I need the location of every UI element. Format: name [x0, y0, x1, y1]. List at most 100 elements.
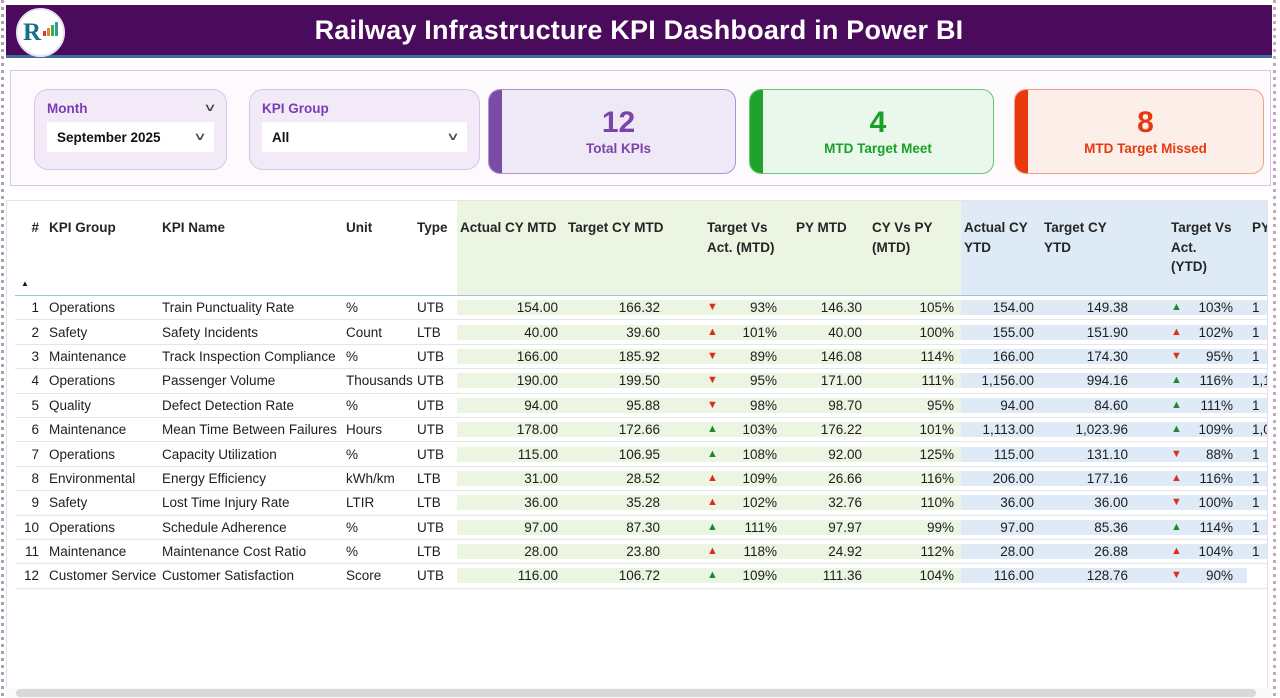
cell-unit: %: [346, 397, 359, 413]
table-row[interactable]: 4 Operations Passenger Volume Thousands …: [15, 369, 1267, 394]
slicer-collapse-chevron-icon[interactable]: ∨: [203, 101, 217, 114]
cell-kpi-group: Operations: [49, 519, 116, 535]
cell-cy-vs-py-mtd: 99%: [869, 519, 961, 535]
month-dropdown[interactable]: September 2025 ∨: [47, 122, 214, 152]
cell-target-cy-ytd: 85.36: [1041, 519, 1135, 535]
cell-row-number: 2: [31, 324, 39, 340]
col-header-kpi-name[interactable]: KPI Name: [162, 220, 226, 235]
cell-cy-vs-py-mtd: 112%: [869, 544, 961, 560]
kpi-trend-arrow-icon: ▲: [707, 471, 718, 484]
table-row[interactable]: 7 Operations Capacity Utilization % UTB …: [15, 442, 1267, 467]
month-dropdown-chevron-icon: ∨: [193, 130, 207, 143]
table-row[interactable]: 3 Maintenance Track Inspection Complianc…: [15, 345, 1267, 370]
cell-py-ytd-clipped: 1: [1247, 300, 1267, 316]
cell-kpi-name: Train Punctuality Rate: [162, 300, 295, 316]
table-row[interactable]: 8 Environmental Energy Efficiency kWh/km…: [15, 467, 1267, 492]
cell-kpi-name: Customer Satisfaction: [162, 568, 295, 584]
kpi-trend-arrow-icon: ▲: [1171, 374, 1182, 387]
kpi-trend-arrow-icon: ▲: [707, 496, 718, 509]
cell-py-mtd: 146.08: [793, 348, 869, 364]
cell-cy-vs-py-mtd: 100%: [869, 324, 961, 340]
table-horizontal-scrollbar-track: [6, 688, 1272, 698]
cell-target-cy-mtd: 106.95: [565, 446, 667, 462]
col-header-target-vs-act-mtd[interactable]: Target Vs Act. (MTD): [667, 201, 793, 295]
cell-type: UTB: [417, 519, 444, 535]
cell-kpi-group: Safety: [49, 324, 88, 340]
cell-py-ytd-clipped: 1: [1247, 446, 1267, 462]
col-header-cy-vs-py-mtd[interactable]: CY Vs PY (MTD): [869, 201, 961, 295]
cell-target-cy-ytd: 174.30: [1041, 348, 1135, 364]
cell-py-mtd: 146.30: [793, 300, 869, 316]
cell-py-mtd: 40.00: [793, 324, 869, 340]
table-row[interactable]: 10 Operations Schedule Adherence % UTB 9…: [15, 516, 1267, 540]
cell-target-vs-act-ytd: ▲ 109%: [1135, 422, 1247, 438]
col-header-kpi-group[interactable]: KPI Group: [49, 220, 116, 235]
cell-type: UTB: [417, 397, 444, 413]
col-header-target-cy-ytd[interactable]: Target CY YTD: [1041, 201, 1135, 295]
cell-actual-cy-mtd: 94.00: [457, 397, 565, 413]
kpi-group-dropdown[interactable]: All ∨: [262, 122, 467, 152]
kpi-group-dropdown-chevron-icon: ∨: [446, 130, 460, 143]
cell-target-vs-act-mtd-pct: 118%: [743, 544, 777, 560]
cell-target-vs-act-mtd: ▲ 103%: [667, 422, 793, 438]
cell-type: UTB: [417, 300, 444, 316]
col-header-unit[interactable]: Unit: [346, 220, 373, 235]
col-header-target-cy-mtd[interactable]: Target CY MTD: [565, 201, 667, 295]
cell-target-vs-act-mtd-pct: 102%: [742, 495, 777, 511]
cell-cy-vs-py-mtd: 111%: [869, 373, 961, 389]
cell-target-vs-act-ytd-pct: 116%: [1199, 470, 1233, 486]
kpi-trend-arrow-icon: ▼: [1171, 349, 1182, 362]
cell-cy-vs-py-mtd: 105%: [869, 300, 961, 316]
col-header-target-vs-act-ytd[interactable]: Target Vs Act. (YTD): [1135, 201, 1247, 295]
cell-unit: %: [346, 300, 359, 316]
table-horizontal-scrollbar-thumb[interactable]: [16, 689, 1256, 697]
cell-row-number: 5: [31, 397, 39, 413]
cell-actual-cy-ytd: 1,113.00: [961, 422, 1041, 438]
cell-kpi-group: Operations: [49, 373, 116, 389]
cell-actual-cy-ytd: 154.00: [961, 300, 1041, 316]
cell-kpi-name: Mean Time Between Failures: [162, 422, 337, 438]
cell-actual-cy-mtd: 116.00: [457, 568, 565, 584]
cell-target-vs-act-ytd: ▼ 100%: [1135, 495, 1247, 511]
cell-actual-cy-ytd: 155.00: [961, 324, 1041, 340]
cell-kpi-group: Maintenance: [49, 544, 127, 560]
cell-target-cy-mtd: 166.32: [565, 300, 667, 316]
table-row[interactable]: 11 Maintenance Maintenance Cost Ratio % …: [15, 540, 1267, 565]
cell-actual-cy-ytd: 94.00: [961, 397, 1041, 413]
col-header-actual-cy-ytd[interactable]: Actual CY YTD: [961, 201, 1041, 295]
table-row[interactable]: 6 Maintenance Mean Time Between Failures…: [15, 418, 1267, 443]
logo-letter: R: [22, 19, 42, 46]
cell-kpi-group: Maintenance: [49, 422, 127, 438]
kpi-group-slicer-label: KPI Group: [262, 100, 329, 116]
cell-kpi-name: Defect Detection Rate: [162, 397, 295, 413]
table-row[interactable]: 2 Safety Safety Incidents Count LTB 40.0…: [15, 320, 1267, 345]
col-header-py-ytd-clipped[interactable]: PY: [1247, 201, 1267, 295]
cell-py-ytd-clipped: 1,0: [1247, 422, 1267, 438]
cell-actual-cy-mtd: 154.00: [457, 300, 565, 316]
kpi-trend-arrow-icon: ▲: [707, 520, 718, 533]
table-row[interactable]: 1 Operations Train Punctuality Rate % UT…: [15, 296, 1267, 321]
cell-target-vs-act-mtd: ▲ 109%: [667, 470, 793, 486]
kpi-trend-arrow-icon: ▲: [1171, 398, 1182, 411]
cell-target-vs-act-mtd-pct: 109%: [742, 470, 777, 486]
kpi-trend-arrow-icon: ▲: [707, 447, 718, 460]
cell-kpi-name: Maintenance Cost Ratio: [162, 544, 307, 560]
col-header-actual-cy-mtd[interactable]: Actual CY MTD: [457, 201, 565, 295]
cell-target-vs-act-ytd: ▲ 116%: [1135, 373, 1247, 389]
cell-target-vs-act-mtd: ▼ 95%: [667, 373, 793, 389]
col-header-row-number[interactable]: #: [31, 220, 39, 235]
cell-cy-vs-py-mtd: 104%: [869, 568, 961, 584]
cell-target-cy-mtd: 172.66: [565, 422, 667, 438]
table-row[interactable]: 5 Quality Defect Detection Rate % UTB 94…: [15, 394, 1267, 418]
cell-row-number: 8: [31, 470, 39, 486]
cell-actual-cy-mtd: 97.00: [457, 519, 565, 535]
cell-target-vs-act-ytd-pct: 104%: [1198, 544, 1233, 560]
col-header-py-mtd[interactable]: PY MTD: [793, 201, 869, 295]
col-header-type[interactable]: Type: [417, 220, 448, 235]
table-row[interactable]: 9 Safety Lost Time Injury Rate LTIR LTB …: [15, 491, 1267, 516]
table-row[interactable]: 12 Customer Service Customer Satisfactio…: [15, 564, 1267, 589]
cell-actual-cy-mtd: 28.00: [457, 544, 565, 560]
filter-panel: Month ∨ September 2025 ∨ KPI Group All ∨…: [10, 70, 1271, 186]
cell-actual-cy-mtd: 40.00: [457, 324, 565, 340]
cell-cy-vs-py-mtd: 95%: [869, 397, 961, 413]
